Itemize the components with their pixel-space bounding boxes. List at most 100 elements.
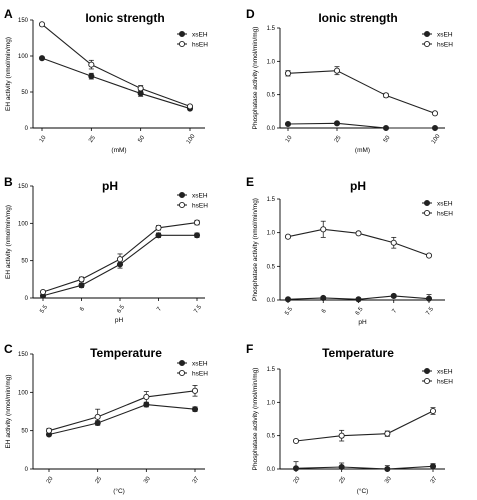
data-point: [390, 239, 397, 246]
data-point: [431, 110, 439, 117]
y-tick-label: 1.5: [267, 26, 276, 32]
x-tick-label: 10: [39, 134, 48, 143]
data-point: [338, 432, 345, 439]
legend-entry: hsEH: [192, 202, 208, 209]
series-line: [48, 390, 196, 432]
x-tick-label: 7.5: [193, 304, 203, 315]
x-tick-label: 100: [431, 133, 442, 145]
y-tick-label: 1.5: [267, 197, 276, 203]
y-tick-label: 1.0: [267, 400, 276, 406]
y-tick-label: 1.0: [267, 231, 276, 237]
data-point: [88, 73, 95, 80]
series-xseh: [284, 292, 433, 303]
data-point: [355, 230, 362, 237]
legend-marker: [423, 367, 431, 375]
y-tick-label: 0.0: [267, 126, 276, 132]
chart-title: pH: [350, 179, 366, 193]
data-point: [431, 124, 439, 132]
legend-marker: [178, 191, 186, 199]
data-point: [38, 21, 46, 28]
y-tick-label: 1.0: [267, 59, 276, 65]
legend-entry: xsEH: [192, 360, 208, 367]
x-tick-label: 5.5: [284, 306, 294, 317]
y-tick-label: 150: [18, 184, 29, 190]
x-tick-label: 5.5: [39, 304, 49, 315]
legend-entry: xsEH: [437, 368, 453, 375]
series-xseh: [39, 232, 201, 299]
data-point: [155, 224, 162, 231]
x-tick-label: 7: [392, 308, 399, 315]
legend-marker: [423, 199, 431, 207]
data-point: [143, 393, 150, 400]
series-line: [295, 465, 434, 470]
series-line: [295, 410, 434, 442]
series-xseh: [292, 461, 437, 473]
x-axis-label: pH: [115, 317, 124, 324]
data-point: [186, 103, 194, 110]
data-point: [137, 85, 144, 92]
series-line: [41, 57, 191, 110]
legend-entry: xsEH: [437, 200, 453, 207]
x-tick-label: 6: [79, 306, 86, 313]
x-tick-label: 25: [88, 134, 97, 143]
data-point: [88, 61, 95, 68]
data-point: [155, 232, 162, 239]
y-tick-label: 0: [25, 296, 29, 302]
x-axis-label: pH: [358, 319, 367, 326]
data-point: [333, 67, 341, 74]
data-point: [116, 256, 124, 263]
panel-d: D Ionic strength 0.0 0.5 1.0 1.5 10 25 50 100 Phos…: [246, 7, 453, 154]
series-line: [41, 23, 191, 107]
x-tick-label: 6.5: [355, 306, 365, 317]
legend-marker: [423, 377, 431, 385]
y-axis-label: Phosphatase activity (nmol/min/mg): [252, 198, 259, 301]
data-point: [425, 295, 433, 302]
chart-title: Ionic strength: [85, 11, 164, 25]
data-point: [382, 92, 390, 99]
data-point: [284, 233, 292, 240]
data-point: [94, 413, 101, 420]
legend-marker: [423, 30, 431, 38]
x-tick-label: 100: [186, 133, 197, 145]
data-point: [38, 55, 46, 62]
data-point: [78, 282, 85, 289]
data-point: [355, 296, 362, 303]
data-point: [45, 427, 53, 434]
panel-letter: D: [246, 7, 255, 21]
y-tick-label: 100: [18, 221, 29, 227]
x-tick-label: 30: [143, 475, 152, 484]
data-point: [78, 276, 85, 283]
y-tick-label: 100: [18, 54, 29, 60]
data-point: [284, 70, 292, 77]
series-hseh: [45, 385, 199, 434]
chart-title: Ionic strength: [318, 11, 397, 25]
series-hseh: [39, 219, 201, 296]
data-point: [384, 430, 391, 437]
x-tick-label: 20: [46, 475, 55, 484]
data-point: [320, 226, 327, 233]
panel-a: A Ionic strength 0 50 100 150 10 25 50 100 EH acti…: [4, 7, 208, 154]
y-tick-label: 0.5: [267, 93, 276, 99]
data-point: [292, 437, 300, 445]
series-hseh: [38, 21, 194, 110]
panel-letter: B: [4, 175, 13, 189]
series-hseh: [292, 407, 437, 445]
data-point: [320, 294, 327, 302]
y-axis-label: Phosphatase activity (nmol/min/mg): [252, 368, 259, 471]
x-tick-label: 50: [383, 134, 392, 143]
legend-marker: [178, 359, 186, 367]
legend-entry: xsEH: [192, 31, 208, 38]
y-tick-label: 0.5: [267, 264, 276, 270]
x-axis-label: (°C): [113, 487, 125, 495]
y-axis-label: Phosphatase activity (nmol/min/mg): [252, 27, 259, 130]
data-point: [191, 387, 199, 394]
data-point: [338, 463, 345, 471]
legend-marker: [178, 201, 186, 209]
y-tick-label: 100: [18, 390, 29, 396]
y-tick-label: 0: [25, 126, 29, 132]
series-hseh: [284, 220, 433, 259]
legend-entry: hsEH: [437, 378, 453, 385]
data-point: [429, 463, 437, 470]
x-axis-label: (mM): [111, 147, 126, 154]
